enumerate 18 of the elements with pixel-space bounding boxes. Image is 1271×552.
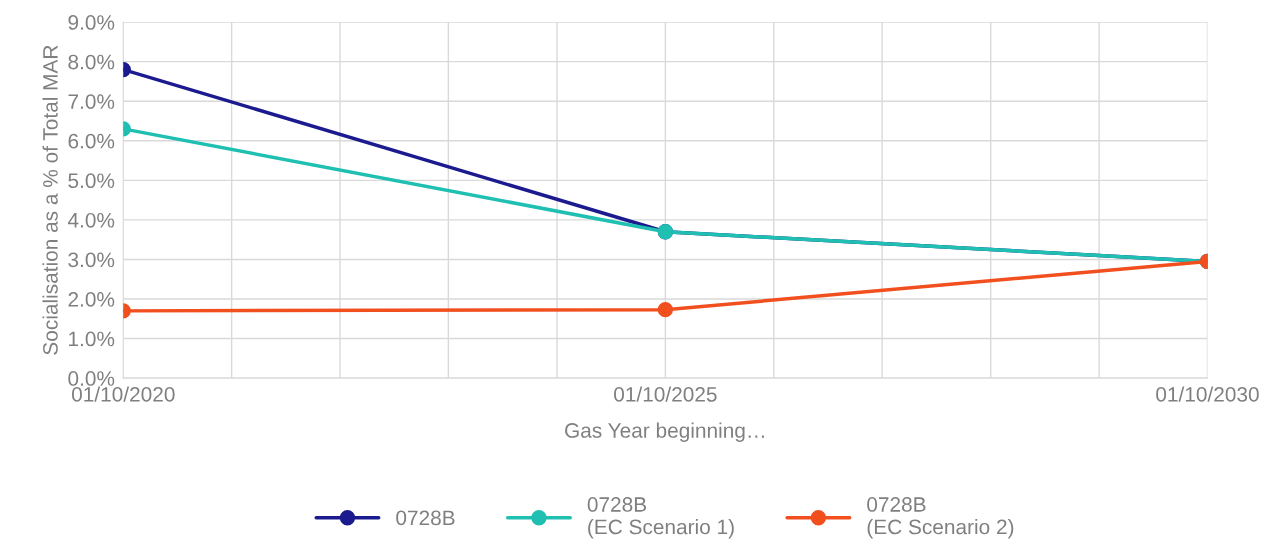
y-tick-label: 5.0% [68,173,115,189]
y-tick-label: 8.0% [68,54,115,70]
y-tick-label: 0.0% [68,371,115,386]
y-tick-label: 3.0% [68,252,115,268]
x-axis-title: Gas Year beginning… [565,422,764,442]
y-axis-title: Socialisation as a % of Total MAR [42,45,58,355]
legend-label: 0728B (EC Scenario 1) [587,497,734,539]
y-tick-label: 7.0% [68,94,115,109]
y-tick-label: 9.0% [68,15,115,30]
legend-label: 0728B (EC Scenario 2) [867,497,1014,539]
y-tick-label: 4.0% [67,212,115,228]
y-tick-label: 1.0% [69,331,115,347]
x-tick-label: 01/10/2020 [71,386,175,402]
x-tick-label: 01/10/2030 [1156,386,1259,402]
x-tick-label: 01/10/2025 [614,386,717,402]
legend-label: 0728B [396,510,455,526]
y-tick-label: 2.0% [68,292,115,307]
y-tick-label: 6.0% [68,133,115,149]
